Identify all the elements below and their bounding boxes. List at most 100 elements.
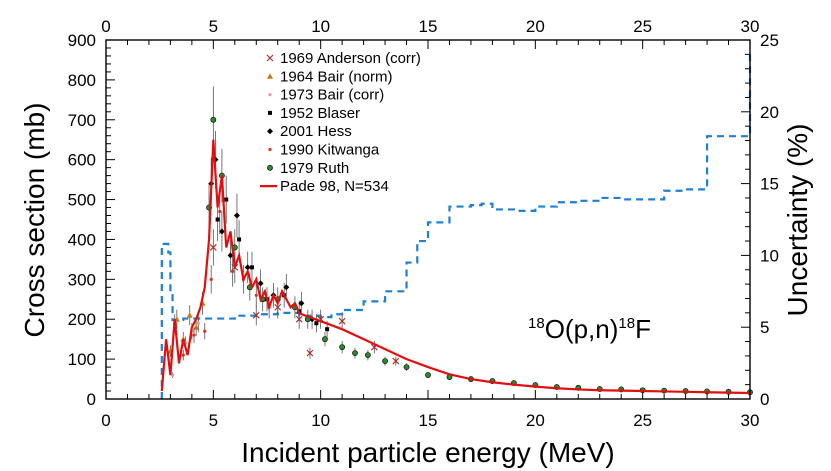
data-point [392,357,400,365]
x-top-tick-label: 0 [101,17,110,36]
legend-label: 1973 Bair (corr) [280,87,384,104]
data-point [203,329,207,333]
y2-tick-label: 25 [760,31,779,50]
x-tick-label: 30 [741,411,760,430]
data-point [252,311,260,319]
y2-tick-label: 10 [760,246,779,265]
marker-shape [267,73,273,79]
y-tick-label: 100 [68,350,96,369]
marker-shape [283,284,290,291]
data-point [215,217,220,222]
data-point [231,269,235,273]
legend: 1969 Anderson (corr)1964 Bair (norm) 1973… [260,50,421,195]
y-tick-label: 900 [68,31,96,50]
data-point [403,364,410,370]
x-tick-label: 15 [419,411,438,430]
marker-stroke [338,317,346,325]
marker-shape [215,217,220,222]
axis-ticks [105,39,751,400]
fit-curve [160,139,751,395]
x-top-tick-label: 25 [633,17,652,36]
y2-tick-label: 20 [760,103,779,122]
marker-stroke [306,349,314,357]
marker-shape [210,116,217,123]
data-point [306,349,314,357]
data-point [257,280,264,287]
x-top-tick-label: 30 [741,17,760,36]
y2-tick-label: 5 [760,318,769,337]
marker-shape [244,264,251,271]
marker-shape [314,321,319,326]
data-point [227,252,234,259]
data-point [244,264,251,271]
data-point [209,243,217,251]
marker-shape [170,373,175,377]
y-tick-label: 500 [68,191,96,210]
y-tick-label: 300 [68,270,96,289]
x-tick-label: 5 [209,411,218,430]
legend-label: 1990 Kitwanga [280,142,380,159]
marker-shape [180,336,187,342]
marker-shape [322,336,328,343]
legend-marker [268,110,272,115]
marker-shape [218,209,222,214]
data-point [233,212,240,219]
marker-shape [267,164,273,171]
marker-shape [382,358,388,365]
legend-marker [268,93,272,97]
data-point [352,350,358,357]
data-point [249,265,254,270]
plot-area [160,54,753,399]
marker-stroke [209,243,217,251]
marker-shape [224,197,229,202]
marker-shape [249,265,254,270]
data-point [209,277,213,281]
marker-shape [193,324,200,330]
data-point [382,358,388,365]
marker-shape [257,280,264,287]
marker-shape [231,269,235,273]
marker-shape [233,212,240,219]
data-point [325,327,330,332]
data-point [338,317,346,325]
data-point [196,321,200,325]
reaction-annotation: 18O(p,n)18F [528,314,651,344]
x-tick-label: 0 [101,411,110,430]
data-point [314,321,319,326]
marker-shape [196,321,200,325]
legend-marker [267,164,273,171]
marker-shape [254,293,258,297]
data-point [283,284,290,291]
marker-shape [237,237,242,242]
marker-shape [268,110,272,115]
y-tick-label: 700 [68,111,96,130]
marker-shape [339,344,346,351]
marker-shape [425,372,431,378]
marker-shape [267,128,273,135]
y2-tick-label: 15 [760,175,779,194]
marker-shape [181,353,185,357]
data-point [193,324,200,330]
marker-shape [218,228,225,235]
tick-labels: 0055101015152020252530300100200300400500… [68,17,779,430]
legend-marker [267,128,273,135]
marker-shape [364,352,371,359]
x-tick-label: 25 [633,411,652,430]
marker-shape [268,147,272,152]
legend-label: 1969 Anderson (corr) [280,50,421,67]
data-point [186,312,193,318]
legend-label: 1952 Blaser [280,105,360,122]
data-point [218,228,225,235]
x-top-tick-label: 5 [209,17,218,36]
marker-shape [268,93,272,97]
marker-shape [203,329,207,333]
x-top-tick-label: 15 [419,17,438,36]
x-tick-label: 10 [311,411,330,430]
data-point [254,293,258,297]
marker-stroke [266,54,274,62]
marker-shape [352,350,358,357]
y-tick-label: 200 [68,310,96,329]
data-point [237,237,242,242]
data-point [210,116,217,123]
data-point [298,300,305,307]
